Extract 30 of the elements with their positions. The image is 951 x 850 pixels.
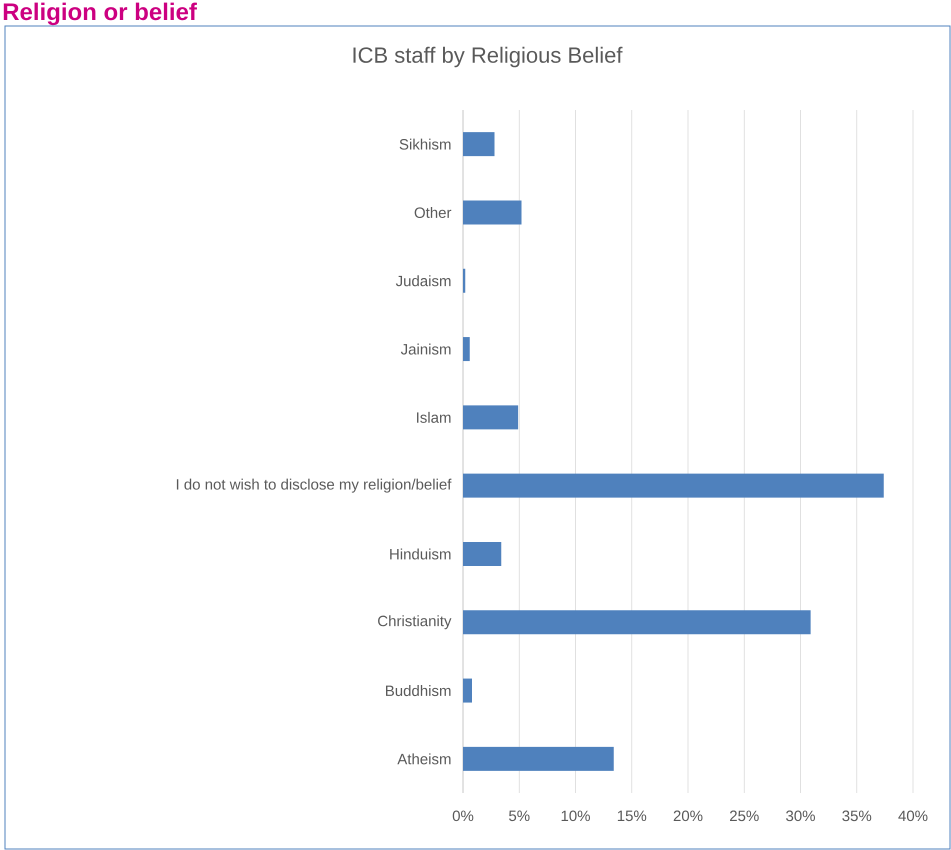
bar [463, 746, 614, 771]
x-tick-label: 25% [730, 810, 759, 822]
bar [463, 337, 470, 362]
x-tick-label: 35% [842, 810, 872, 822]
bar [463, 542, 502, 566]
bar [463, 200, 522, 224]
y-tick-label: Jainism [400, 344, 450, 355]
chart-title: ICB staff by Religious Belief [354, 46, 623, 68]
bar [463, 405, 518, 430]
x-tick-label: 10% [562, 810, 590, 822]
y-tick-label: I do not wish to disclose my religion/belief [176, 478, 452, 493]
text: Religion or belief [4, 2, 197, 26]
y-tick-label: Islam [417, 412, 450, 423]
bar [463, 132, 495, 156]
x-tick-label: 0% [452, 810, 474, 822]
x-tick-label: 20% [674, 810, 702, 822]
x-tick-label: 15% [618, 810, 646, 822]
y-tick-label: Atheism [397, 753, 450, 764]
y-tick-label: Other [414, 206, 452, 218]
x-tick-label: 30% [786, 810, 815, 822]
y-tick-label: Christianity [378, 615, 452, 630]
bar [463, 610, 811, 634]
bar [463, 474, 884, 498]
bar [463, 678, 472, 703]
y-tick-label: Buddhism [386, 685, 450, 696]
y-tick-label: Hinduism [390, 548, 450, 560]
x-tick-label: 5% [509, 810, 530, 822]
y-tick-label: Sikhism [400, 138, 450, 150]
x-tick-label: 40% [898, 810, 928, 822]
y-tick-label: Judaism [396, 275, 450, 286]
